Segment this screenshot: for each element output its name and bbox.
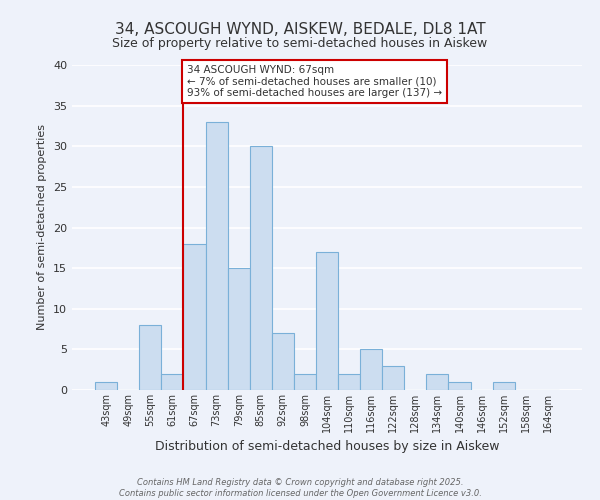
Bar	[206, 122, 227, 390]
Bar	[382, 366, 404, 390]
Bar	[427, 374, 448, 390]
Bar	[316, 252, 338, 390]
Bar	[227, 268, 250, 390]
Text: 34 ASCOUGH WYND: 67sqm
← 7% of semi-detached houses are smaller (10)
93% of semi: 34 ASCOUGH WYND: 67sqm ← 7% of semi-deta…	[187, 65, 442, 98]
Bar	[338, 374, 360, 390]
Bar	[493, 382, 515, 390]
Bar	[360, 350, 382, 390]
Bar	[184, 244, 206, 390]
Bar	[294, 374, 316, 390]
Text: Size of property relative to semi-detached houses in Aiskew: Size of property relative to semi-detach…	[112, 38, 488, 51]
Text: Contains HM Land Registry data © Crown copyright and database right 2025.
Contai: Contains HM Land Registry data © Crown c…	[119, 478, 481, 498]
Y-axis label: Number of semi-detached properties: Number of semi-detached properties	[37, 124, 47, 330]
Bar	[139, 325, 161, 390]
Text: 34, ASCOUGH WYND, AISKEW, BEDALE, DL8 1AT: 34, ASCOUGH WYND, AISKEW, BEDALE, DL8 1A…	[115, 22, 485, 38]
X-axis label: Distribution of semi-detached houses by size in Aiskew: Distribution of semi-detached houses by …	[155, 440, 499, 454]
Bar	[448, 382, 470, 390]
Bar	[250, 146, 272, 390]
Bar	[95, 382, 117, 390]
Bar	[161, 374, 184, 390]
Bar	[272, 333, 294, 390]
